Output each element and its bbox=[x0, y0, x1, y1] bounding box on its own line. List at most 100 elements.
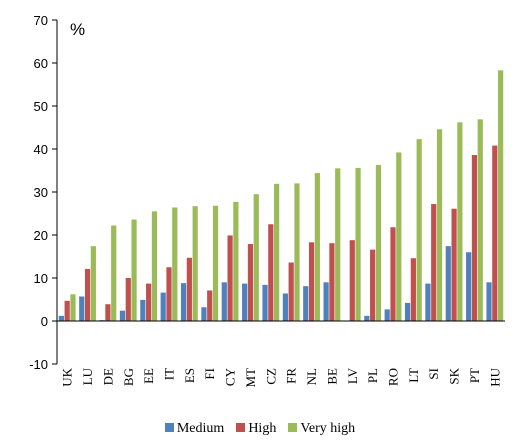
bar-high-bg bbox=[125, 278, 131, 321]
bar-medium-uk bbox=[58, 315, 64, 321]
y-axis: -10 0 10 20 30 40 50 60 70 bbox=[29, 13, 58, 372]
bar-medium-ro bbox=[384, 309, 390, 321]
bar-very-high-cz bbox=[274, 183, 280, 321]
bar-very-high-nl bbox=[314, 173, 320, 321]
bar-high-mt bbox=[247, 244, 254, 321]
bar-high-pt bbox=[471, 155, 478, 321]
bar-high-si bbox=[431, 204, 437, 321]
x-tick-label: SI bbox=[426, 368, 441, 380]
legend-swatch bbox=[288, 423, 298, 432]
y-tick-label: 0 bbox=[41, 314, 48, 329]
bar-medium-pl bbox=[364, 315, 370, 321]
bar-medium-nl bbox=[303, 286, 309, 321]
bar-medium-lt bbox=[404, 302, 411, 321]
x-tick-label: CZ bbox=[263, 368, 278, 385]
bar-very-high-lv bbox=[355, 167, 361, 321]
bar-medium-lu bbox=[79, 296, 85, 321]
x-tick-label: LU bbox=[80, 367, 95, 385]
legend-label: Medium bbox=[176, 421, 225, 436]
y-tick-label: 60 bbox=[34, 56, 48, 71]
bar-very-high-fi bbox=[212, 205, 219, 321]
bar-medium-bg bbox=[119, 310, 126, 321]
x-axis-labels: UK LU DE BG EE IT ES FI CY MT CZ FR NL BE LV PL RO LT SI SK… bbox=[60, 367, 503, 387]
bar-chart: % -10 0 10 20 30 40 50 60 70 UK LU DE BG EE IT ES FI CY M… bbox=[29, 13, 505, 388]
bar-very-high-bg bbox=[131, 219, 137, 321]
x-tick-label: RO bbox=[386, 368, 401, 386]
bar-high-hu bbox=[492, 145, 498, 321]
bar-very-high-ro bbox=[396, 152, 402, 321]
bar-very-high-it bbox=[172, 207, 178, 321]
legend-swatch bbox=[236, 423, 246, 432]
y-tick-label: 40 bbox=[34, 142, 48, 157]
legend-item: Medium bbox=[164, 421, 225, 437]
x-tick-label: PT bbox=[467, 368, 482, 383]
x-tick-label: UK bbox=[60, 367, 75, 386]
bar-high-be bbox=[329, 243, 335, 321]
legend-swatch bbox=[164, 423, 174, 432]
bar-very-high-lt bbox=[416, 139, 422, 321]
x-tick-label: NL bbox=[304, 368, 319, 385]
bar-high-lv bbox=[349, 240, 355, 321]
bar-very-high-fr bbox=[294, 183, 300, 321]
bar-high-lu bbox=[84, 268, 91, 321]
bar-medium-si bbox=[425, 283, 431, 321]
bar-medium-fr bbox=[282, 293, 288, 321]
legend-label: High bbox=[248, 421, 277, 436]
bar-very-high-lu bbox=[90, 246, 96, 321]
bar-medium-cy bbox=[221, 282, 227, 321]
bar-very-high-cy bbox=[233, 201, 239, 321]
x-tick-label: DE bbox=[100, 368, 115, 385]
bar-medium-mt bbox=[242, 283, 248, 321]
bar-high-nl bbox=[308, 242, 315, 321]
bar-medium-ee bbox=[140, 299, 146, 321]
x-tick-label: ES bbox=[182, 368, 197, 383]
x-tick-label: CY bbox=[223, 367, 238, 386]
bar-medium-pt bbox=[466, 252, 472, 321]
bar-very-high-pl bbox=[375, 164, 382, 321]
bars bbox=[57, 70, 505, 322]
x-tick-label: SK bbox=[447, 367, 462, 384]
bar-high-sk bbox=[451, 208, 457, 321]
bar-very-high-hu bbox=[498, 70, 504, 321]
x-tick-label: IT bbox=[162, 368, 177, 380]
bar-medium-fi bbox=[201, 307, 207, 321]
bar-high-ee bbox=[146, 283, 152, 321]
x-tick-label: LV bbox=[345, 367, 360, 384]
bar-high-fr bbox=[288, 262, 294, 321]
legend-label: Very high bbox=[300, 421, 356, 436]
bar-medium-be bbox=[323, 282, 329, 321]
bar-high-pl bbox=[370, 249, 376, 321]
bar-high-cy bbox=[227, 235, 233, 321]
bar-high-cz bbox=[268, 224, 274, 321]
bar-medium-cz bbox=[262, 284, 268, 321]
x-tick-label: FI bbox=[202, 368, 217, 380]
bar-medium-sk bbox=[445, 246, 451, 321]
bar-high-it bbox=[166, 267, 172, 321]
bar-high-ro bbox=[390, 227, 396, 321]
bar-high-fi bbox=[207, 290, 213, 321]
x-tick-label: BG bbox=[121, 368, 136, 386]
y-tick-label: 20 bbox=[34, 228, 48, 243]
x-tick-label: FR bbox=[284, 368, 299, 384]
bar-medium-es bbox=[180, 283, 187, 321]
bar-medium-hu bbox=[486, 282, 492, 321]
x-tick-label: PL bbox=[365, 368, 380, 383]
bar-high-de bbox=[105, 304, 111, 321]
bar-very-high-ee bbox=[151, 211, 158, 321]
bar-very-high-sk bbox=[457, 122, 463, 321]
bar-very-high-be bbox=[335, 168, 341, 321]
bar-very-high-mt bbox=[253, 194, 259, 321]
bar-very-high-es bbox=[192, 206, 198, 321]
bar-very-high-si bbox=[436, 129, 443, 321]
y-tick-label: 30 bbox=[34, 185, 48, 200]
bar-very-high-pt bbox=[477, 119, 483, 321]
bar-high-es bbox=[186, 257, 192, 321]
bar-high-lt bbox=[410, 258, 416, 321]
y-tick-label: 50 bbox=[34, 99, 48, 114]
legend-item: Very high bbox=[288, 421, 355, 437]
y-tick-label: 10 bbox=[34, 271, 48, 286]
bar-very-high-uk bbox=[70, 294, 76, 321]
x-tick-label: MT bbox=[243, 368, 258, 388]
bar-very-high-de bbox=[111, 225, 117, 321]
legend: Medium High Very high bbox=[0, 421, 520, 437]
